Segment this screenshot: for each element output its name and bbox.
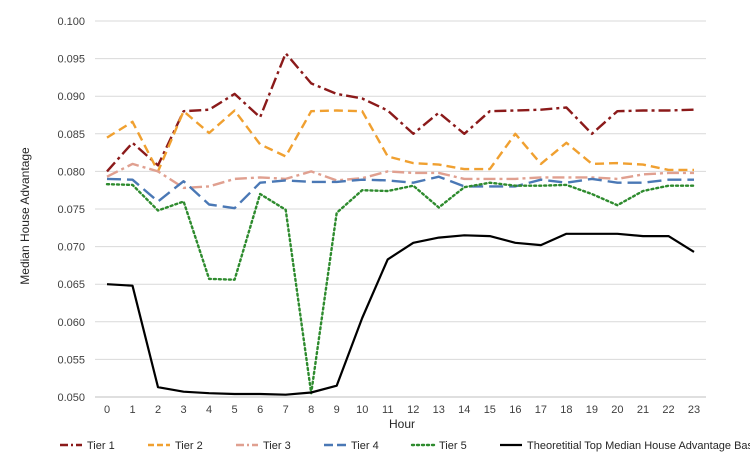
x-tick-label: 6: [257, 404, 263, 416]
y-tick-label: 0.075: [57, 204, 85, 216]
legend-label-6: Theoretitial Top Median House Advantage …: [527, 440, 750, 452]
x-tick-labels: 0 1 2 3 4 5 6 7 8 9 10 11 12 13 14 15 16 17 18 19 20 21 22 23: [104, 404, 700, 416]
y-tick-labels: 0.050 0.055 0.060 0.065 0.070 0.075 0.080 0.085…: [57, 16, 85, 404]
y-tick-label: 0.100: [57, 16, 85, 28]
series-line-2: [106, 109, 694, 173]
y-axis-title: Median House Advantage: [18, 147, 32, 285]
gridlines: [95, 20, 706, 398]
x-tick-label: 15: [484, 404, 496, 416]
series-lines: [105, 52, 696, 396]
y-tick-label: 0.070: [57, 242, 85, 254]
x-tick-label: 18: [560, 404, 572, 416]
x-tick-label: 22: [662, 404, 674, 416]
x-tick-label: 1: [129, 404, 135, 416]
series-line-5: [105, 181, 696, 395]
legend-label-5: Tier 5: [439, 440, 467, 452]
series-line-4: [106, 175, 694, 210]
x-tick-label: 2: [155, 404, 161, 416]
legend: Tier 1 Tier 2 Tier 3 Tier 4 Tier 5 Theoretiti…: [60, 440, 750, 452]
x-tick-label: 0: [104, 404, 110, 416]
legend-label-2: Tier 2: [175, 440, 203, 452]
series-line-3: [106, 162, 694, 190]
y-tick-label: 0.065: [57, 279, 85, 291]
x-tick-label: 5: [232, 404, 238, 416]
y-tick-label: 0.060: [57, 317, 85, 329]
legend-label-4: Tier 4: [351, 440, 379, 452]
x-tick-label: 4: [206, 404, 212, 416]
x-tick-label: 16: [509, 404, 521, 416]
legend-label-1: Tier 1: [87, 440, 115, 452]
x-tick-label: 17: [535, 404, 547, 416]
x-tick-label: 21: [637, 404, 649, 416]
x-tick-label: 9: [334, 404, 340, 416]
legend-label-3: Tier 3: [263, 440, 291, 452]
y-tick-label: 0.090: [57, 91, 85, 103]
series-line-6: [106, 232, 695, 396]
y-tick-label: 0.080: [57, 166, 85, 178]
x-tick-label: 7: [283, 404, 289, 416]
y-tick-label: 0.055: [57, 354, 85, 366]
y-tick-label: 0.050: [57, 392, 85, 404]
y-tick-label: 0.095: [57, 54, 85, 66]
x-tick-label: 13: [433, 404, 445, 416]
x-tick-label: 11: [382, 404, 393, 416]
x-axis-title: Hour: [389, 417, 415, 431]
x-tick-label: 8: [308, 404, 314, 416]
x-tick-label: 20: [611, 404, 623, 416]
x-tick-label: 19: [586, 404, 598, 416]
x-tick-label: 10: [356, 404, 368, 416]
x-tick-label: 14: [458, 404, 470, 416]
x-tick-label: 12: [407, 404, 419, 416]
x-tick-label: 23: [688, 404, 700, 416]
x-tick-label: 3: [181, 404, 187, 416]
y-tick-label: 0.085: [57, 129, 85, 141]
series-line-1: [106, 52, 695, 173]
